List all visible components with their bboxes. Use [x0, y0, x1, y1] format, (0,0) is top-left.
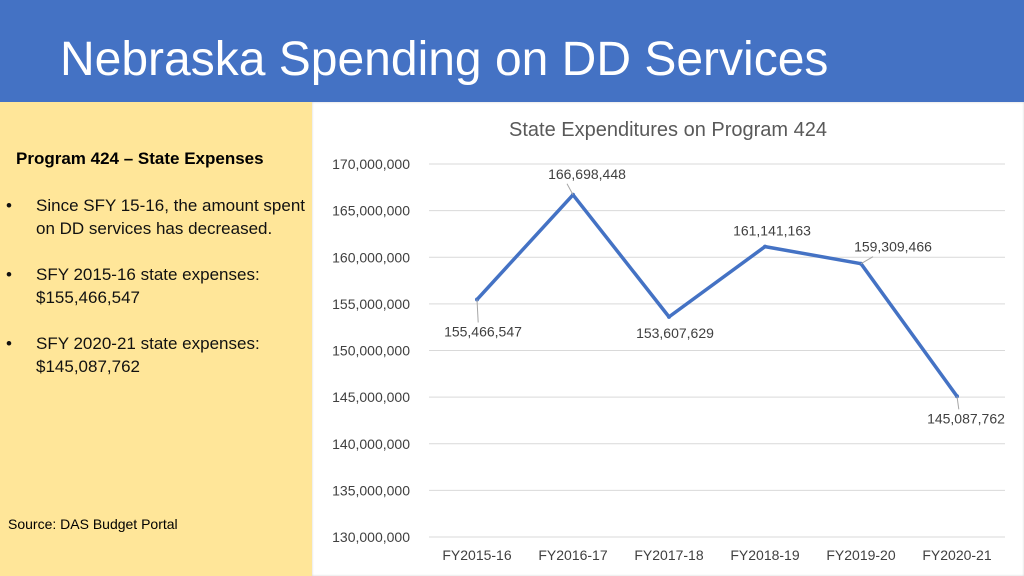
x-tick-label: FY2015-16	[442, 547, 511, 563]
x-tick-label: FY2019-20	[826, 547, 895, 563]
x-tick-label: FY2016-17	[538, 547, 607, 563]
leader-line	[860, 256, 874, 265]
line-chart: State Expenditures on Program 424 170,00…	[332, 119, 1005, 563]
panel-heading: Program 424 – State Expenses	[16, 149, 264, 168]
data-label: 153,607,629	[636, 325, 714, 341]
x-tick-label: FY2018-19	[730, 547, 799, 563]
y-tick-label: 165,000,000	[332, 203, 410, 219]
chart-title: State Expenditures on Program 424	[509, 119, 827, 141]
slide-title: Nebraska Spending on DD Services	[60, 33, 829, 86]
data-label: 145,087,762	[927, 410, 1005, 426]
source-note: Source: DAS Budget Portal	[8, 516, 178, 532]
x-tick-label: FY2017-18	[634, 547, 703, 563]
x-tick-label: FY2020-21	[922, 547, 991, 563]
series-line	[475, 193, 959, 399]
y-tick-label: 130,000,000	[332, 529, 410, 545]
bullet-list: Since SFY 15-16, the amount spent on DD …	[6, 194, 306, 401]
data-point	[667, 314, 671, 319]
data-label: 161,141,163	[733, 223, 811, 239]
leader-line	[566, 183, 574, 196]
data-label: 166,698,448	[548, 166, 626, 182]
y-tick-label: 155,000,000	[332, 296, 410, 312]
summary-panel: Program 424 – State Expenses Since SFY 1…	[0, 102, 312, 576]
data-label: 155,466,547	[444, 324, 522, 340]
y-tick-label: 150,000,000	[332, 343, 410, 359]
y-tick-label: 170,000,000	[332, 156, 410, 172]
title-bar: Nebraska Spending on DD Services	[0, 0, 1024, 102]
chart-panel: State Expenditures on Program 424 170,00…	[312, 102, 1024, 576]
bullet-item: SFY 2020-21 state expenses: $145,087,762	[6, 332, 306, 378]
y-tick-label: 135,000,000	[332, 482, 410, 498]
y-tick-label: 140,000,000	[332, 436, 410, 452]
bullet-item: SFY 2015-16 state expenses: $155,466,547	[6, 263, 306, 309]
data-label: 159,309,466	[854, 239, 932, 255]
leader-line	[956, 396, 960, 410]
y-tick-label: 145,000,000	[332, 389, 410, 405]
data-point	[763, 244, 767, 249]
y-tick-label: 160,000,000	[332, 249, 410, 265]
leader-line	[476, 299, 479, 323]
bullet-item: Since SFY 15-16, the amount spent on DD …	[6, 194, 306, 240]
